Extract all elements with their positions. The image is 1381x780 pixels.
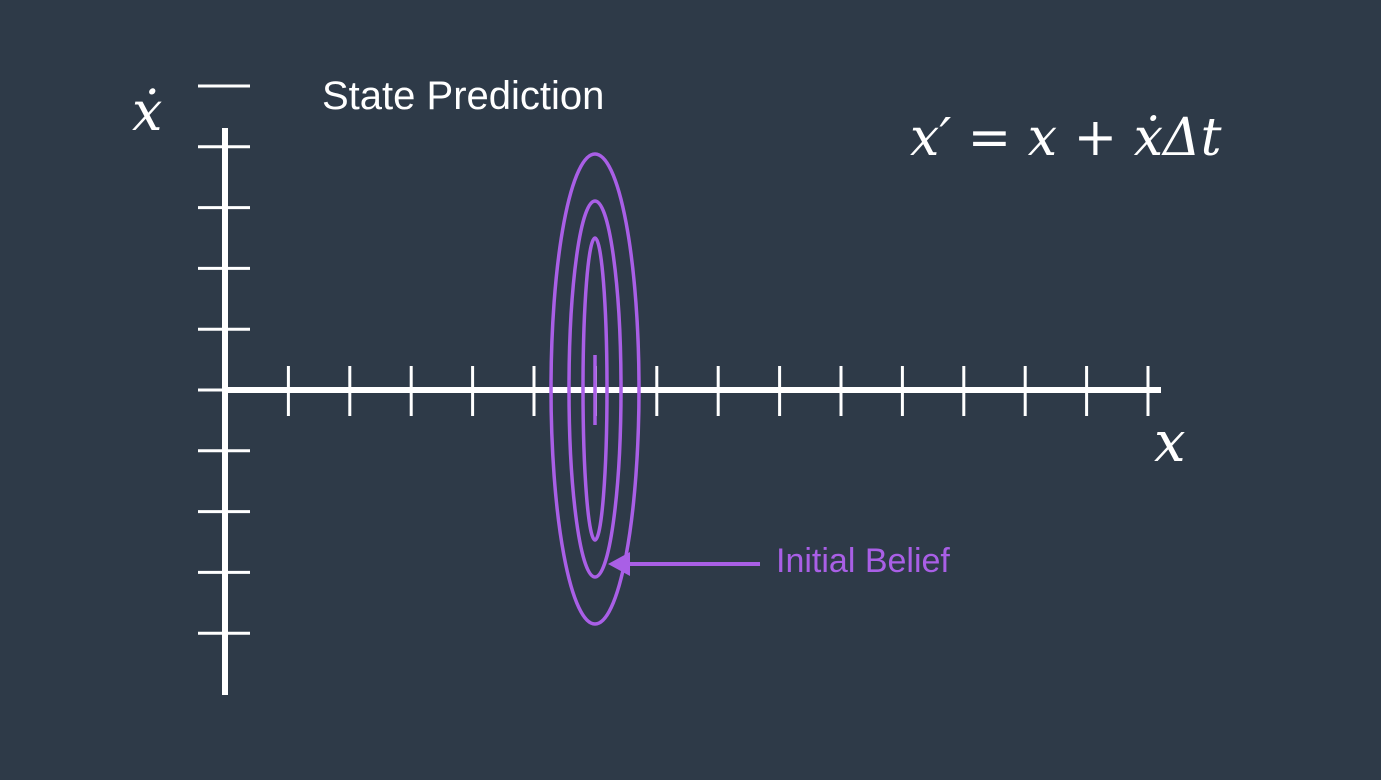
belief-contour-middle bbox=[567, 199, 623, 579]
belief-contour-inner bbox=[581, 236, 609, 542]
x-axis-label: x bbox=[1154, 410, 1186, 475]
initial-belief-label: Initial Belief bbox=[776, 542, 950, 580]
belief-arrow bbox=[608, 552, 760, 576]
y-axis-ticks bbox=[198, 84, 250, 635]
initial-belief-distribution bbox=[549, 152, 641, 626]
y-axis-label: ẋ bbox=[132, 80, 163, 143]
arrowhead-icon bbox=[608, 552, 630, 576]
state-prediction-equation: x′ = x + ẋΔt bbox=[910, 108, 1222, 168]
belief-contour-outer bbox=[549, 152, 641, 626]
diagram-title: State Prediction bbox=[322, 74, 605, 118]
